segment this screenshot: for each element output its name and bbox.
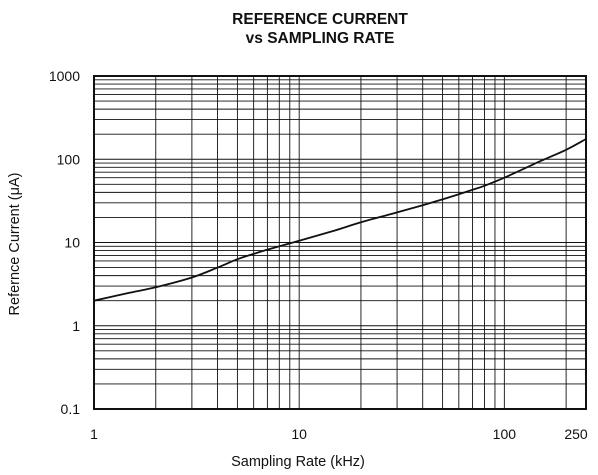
y-tick-labels: 0.1 1 10 100 1000 xyxy=(49,68,80,417)
series-line xyxy=(93,138,587,302)
y-tick-label: 1000 xyxy=(49,68,80,84)
x-tick-label: 1 xyxy=(90,426,98,442)
y-axis-title: Refernce Current (μA) xyxy=(7,173,23,316)
x-axis-title: Sampling Rate (kHz) xyxy=(231,454,365,470)
y-tick-label: 10 xyxy=(64,235,80,251)
y-tick-label: 1 xyxy=(72,318,80,334)
x-tick-labels: 1 10 100 250 xyxy=(90,426,588,442)
series-layer xyxy=(93,138,587,302)
plot-frame xyxy=(93,75,587,410)
x-tick-label: 10 xyxy=(291,426,307,442)
y-tick-label: 0.1 xyxy=(61,401,81,417)
chart-title: REFERENCE CURRENT xyxy=(232,11,408,28)
y-tick-label: 100 xyxy=(57,151,81,167)
x-tick-label: 250 xyxy=(564,426,588,442)
x-tick-label: 100 xyxy=(493,426,517,442)
grid-lines xyxy=(94,76,586,409)
chart-subtitle: vs SAMPLING RATE xyxy=(246,30,395,47)
